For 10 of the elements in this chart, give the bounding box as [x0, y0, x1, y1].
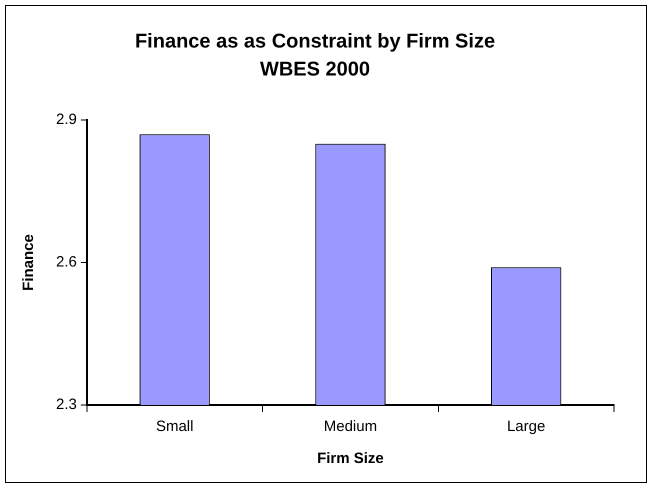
- y-tick-label: 2.3: [56, 396, 77, 414]
- y-axis-title: Finance: [20, 234, 38, 291]
- chart-subtitle: WBES 2000: [260, 58, 370, 81]
- x-tick-label: Medium: [324, 418, 378, 436]
- x-tick-label: Large: [506, 418, 546, 436]
- x-axis-title: Firm Size: [317, 450, 384, 468]
- y-tick-label: 2.9: [56, 111, 77, 128]
- x-tick-label: Small: [156, 418, 194, 436]
- chart-title: Finance as as Constraint by Firm Size: [134, 30, 496, 53]
- y-tick-label: 2.6: [56, 254, 77, 271]
